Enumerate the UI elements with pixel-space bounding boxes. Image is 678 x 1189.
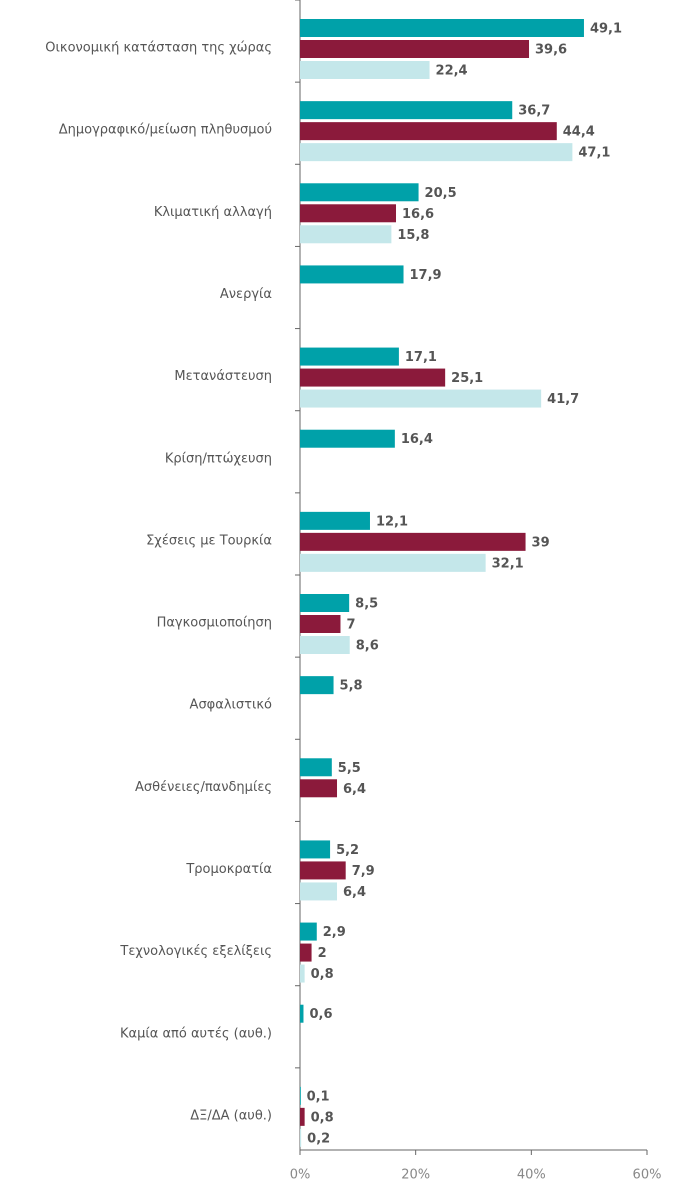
value-label: 25,1 (451, 371, 483, 386)
value-label: 17,1 (405, 350, 437, 365)
x-tick-label: 40% (517, 1168, 546, 1183)
bar (300, 204, 397, 223)
value-label: 22,4 (436, 64, 468, 79)
value-label: 5,5 (338, 761, 361, 776)
category-label: Οικονομική κατάσταση της χώρας (45, 41, 272, 56)
category-label: Δημογραφικό/μείωση πληθυσμού (59, 123, 272, 138)
bar (300, 758, 332, 777)
value-label: 5,8 (340, 679, 363, 694)
bar (300, 101, 513, 120)
bar (300, 840, 331, 859)
value-label: 39 (532, 535, 550, 550)
value-label: 44,4 (563, 125, 595, 140)
bar (300, 1128, 302, 1147)
value-label: 0,1 (307, 1089, 330, 1104)
bar (300, 532, 526, 551)
bar (300, 676, 334, 695)
bar (300, 615, 341, 633)
bar (300, 594, 350, 612)
value-label: 0,8 (311, 967, 334, 982)
value-label: 41,7 (547, 392, 579, 407)
x-tick-label: 20% (401, 1168, 430, 1183)
bar (300, 861, 346, 880)
bar (300, 183, 419, 202)
value-label: 39,6 (535, 43, 567, 58)
value-label: 36,7 (518, 104, 550, 119)
bar (300, 19, 584, 37)
value-label: 16,4 (401, 432, 433, 447)
value-label: 12,1 (376, 514, 408, 529)
value-label: 47,1 (578, 146, 610, 161)
bar (300, 368, 446, 387)
bar (300, 553, 486, 572)
bar (300, 1086, 301, 1105)
category-label: Ασφαλιστικό (190, 698, 272, 713)
category-label: Κλιματική αλλαγή (154, 205, 272, 220)
value-label: 7,9 (352, 864, 375, 879)
category-label: Ασθένειες/πανδημίες (135, 780, 272, 795)
value-label: 0,8 (311, 1110, 334, 1125)
bar (300, 882, 338, 901)
bar (300, 1107, 305, 1126)
value-label: 20,5 (425, 186, 457, 201)
value-label: 7 (346, 618, 355, 633)
value-label: 5,2 (336, 843, 359, 858)
x-tick-label: 60% (633, 1168, 662, 1183)
value-label: 15,8 (397, 228, 429, 243)
category-label: Σχέσεις με Τουρκία (146, 533, 272, 548)
value-label: 49,1 (590, 22, 622, 37)
category-label: Κρίση/πτώχευση (165, 451, 272, 466)
bar (300, 225, 392, 244)
bar (300, 943, 312, 962)
category-label: Μετανάστευση (174, 369, 272, 384)
bar (300, 61, 430, 79)
category-label: Καμία από αυτές (αυθ.) (120, 1026, 272, 1041)
category-label: ΔΞ/ΔΑ (αυθ.) (190, 1108, 272, 1123)
bar (300, 511, 370, 530)
bar (300, 636, 350, 654)
value-label: 8,6 (356, 639, 379, 654)
value-label: 32,1 (492, 556, 524, 571)
x-tick-label: 0% (290, 1168, 311, 1183)
bar (300, 122, 557, 141)
value-label: 6,4 (343, 885, 366, 900)
category-label: Παγκοσμιοποίηση (157, 616, 272, 631)
value-label: 8,5 (355, 597, 378, 612)
value-label: 2,9 (323, 925, 346, 940)
bar (300, 40, 530, 58)
bar (300, 347, 399, 366)
value-label: 0,2 (307, 1131, 330, 1146)
category-label: Τρομοκρατία (185, 862, 272, 877)
value-label: 6,4 (343, 782, 366, 797)
bar (300, 389, 542, 408)
bar (300, 143, 573, 162)
bar (300, 429, 395, 448)
value-label: 17,9 (410, 268, 442, 283)
category-label: Ανεργία (220, 287, 272, 302)
category-label: Τεχνολογικές εξελίξεις (119, 944, 272, 959)
bar (300, 964, 305, 983)
bar (300, 779, 338, 798)
value-label: 0,6 (309, 1007, 332, 1022)
value-label: 16,6 (402, 207, 434, 222)
bar (300, 922, 317, 941)
bar (300, 1004, 304, 1023)
value-label: 2 (318, 946, 327, 961)
bar (300, 265, 404, 284)
